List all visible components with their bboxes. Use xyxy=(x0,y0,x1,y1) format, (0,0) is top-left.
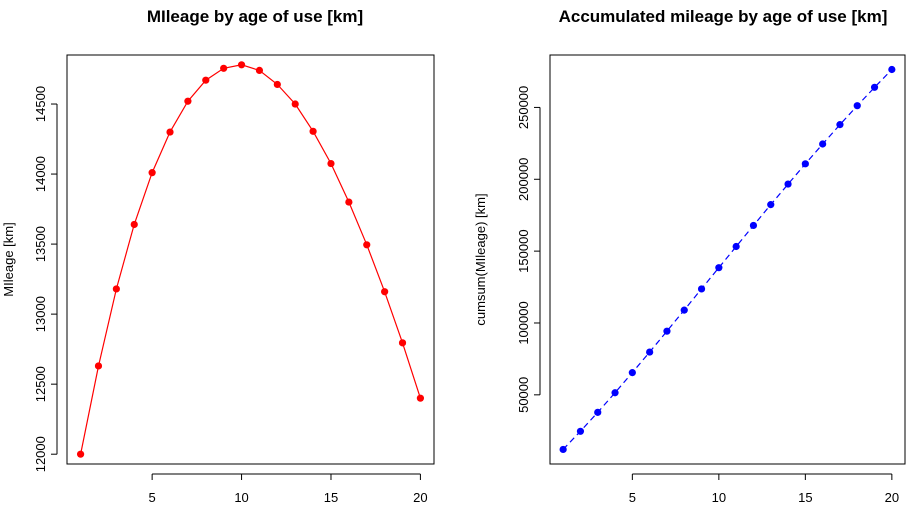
x-tick-label: 20 xyxy=(413,490,427,505)
data-point xyxy=(767,201,775,209)
data-point xyxy=(853,102,861,110)
chart-panel-1: MIleage by age of use [km] 5 10 15 20 12000 12… xyxy=(1,7,435,505)
x-tick-label: 20 xyxy=(885,490,899,505)
x-tick-label: 5 xyxy=(149,490,156,505)
data-point xyxy=(237,61,246,69)
y-tick-label: 50000 xyxy=(516,377,531,413)
data-point xyxy=(416,394,425,402)
data-point xyxy=(663,327,671,335)
x-tick-label: 15 xyxy=(798,490,812,505)
data-point xyxy=(202,76,210,84)
data-point xyxy=(94,362,103,370)
y-tick-label: 14500 xyxy=(33,86,48,122)
y-tick-label: 12500 xyxy=(33,366,48,402)
data-point xyxy=(112,285,120,293)
y-tick-label: 250000 xyxy=(516,86,531,129)
data-point xyxy=(680,306,688,314)
y-axis-label: cumsum(MIleage) [km] xyxy=(473,193,488,325)
data-point xyxy=(559,445,567,454)
data-point xyxy=(381,288,389,296)
data-point xyxy=(749,221,758,230)
y-axis-label: MIleage [km] xyxy=(1,222,16,296)
chart-title: MIleage by age of use [km] xyxy=(147,7,363,26)
x-tick-label: 10 xyxy=(712,490,726,505)
x-tick-label: 10 xyxy=(234,490,248,505)
data-point xyxy=(255,66,264,75)
y-tick-label: 12000 xyxy=(33,436,48,472)
y-tick-label: 14000 xyxy=(33,156,48,192)
data-point xyxy=(628,369,636,377)
data-point xyxy=(715,264,723,272)
data-point xyxy=(291,100,299,108)
data-point xyxy=(888,65,896,74)
y-tick-label: 200000 xyxy=(516,158,531,201)
data-point xyxy=(870,83,879,91)
data-point xyxy=(363,241,371,249)
plot-frame xyxy=(66,54,435,465)
data-point xyxy=(576,427,585,435)
data-point xyxy=(345,198,353,206)
y-tick-label: 13000 xyxy=(33,296,48,332)
data-point xyxy=(784,180,792,188)
data-point xyxy=(819,140,827,148)
series-line xyxy=(80,64,421,455)
y-tick-label: 150000 xyxy=(516,229,531,272)
chart-title: Accumulated mileage by age of use [km] xyxy=(559,7,888,26)
data-point xyxy=(309,127,317,135)
x-tick-label: 5 xyxy=(629,490,636,505)
data-point xyxy=(166,128,174,136)
data-point xyxy=(273,80,281,89)
data-point xyxy=(646,348,654,356)
data-point xyxy=(594,408,602,416)
data-point xyxy=(398,339,407,347)
data-point xyxy=(148,169,156,177)
data-point xyxy=(732,242,740,251)
data-point xyxy=(76,450,85,458)
data-point xyxy=(220,64,228,72)
data-point xyxy=(801,160,809,168)
y-tick-label: 100000 xyxy=(516,301,531,344)
chart-panel-2: Accumulated mileage by age of use [km] 5 1… xyxy=(473,7,906,505)
plot-frame xyxy=(549,54,906,465)
data-point xyxy=(836,121,844,129)
data-point xyxy=(697,285,706,293)
series-line xyxy=(562,69,893,450)
data-point xyxy=(130,220,138,229)
data-point xyxy=(611,389,619,397)
data-point xyxy=(327,159,335,168)
x-tick-label: 15 xyxy=(324,490,338,505)
data-point xyxy=(184,97,192,105)
y-tick-label: 13500 xyxy=(33,226,48,262)
